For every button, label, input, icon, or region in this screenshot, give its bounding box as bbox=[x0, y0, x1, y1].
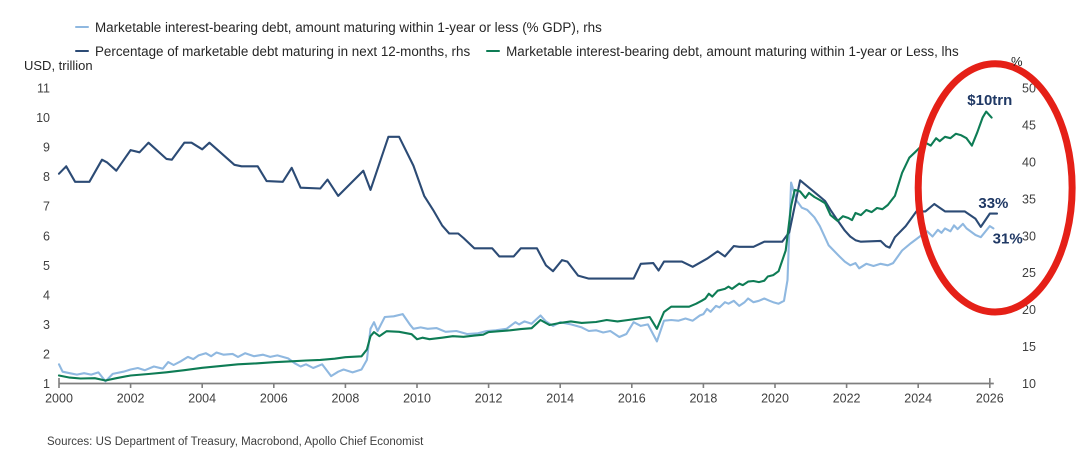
sources-note: Sources: US Department of Treasury, Macr… bbox=[47, 436, 424, 448]
chart-legend: Marketable interest-bearing debt, amount… bbox=[75, 16, 959, 64]
right-axis-title: % bbox=[1011, 54, 1023, 69]
x-tick-label: 2008 bbox=[331, 392, 359, 406]
left-axis-tick-label: 1 bbox=[43, 377, 50, 391]
x-tick-label: 2018 bbox=[689, 392, 717, 406]
x-tick-label: 2014 bbox=[546, 392, 574, 406]
series-line-2 bbox=[57, 110, 993, 382]
legend-label-amount-lhs: Marketable interest-bearing debt, amount… bbox=[506, 43, 959, 59]
highlight-ellipse bbox=[914, 60, 1076, 316]
left-axis-title: USD, trillion bbox=[24, 58, 93, 73]
annotation-1: 33% bbox=[978, 195, 1008, 212]
legend-item-pct-gdp: Marketable interest-bearing debt, amount… bbox=[75, 20, 602, 35]
legend-item-pct-maturing: Percentage of marketable debt maturing i… bbox=[75, 44, 470, 59]
series-line-0 bbox=[57, 181, 995, 383]
x-tick-label: 2000 bbox=[45, 392, 73, 406]
left-axis-tick-label: 6 bbox=[43, 229, 50, 243]
left-axis-tick-label: 10 bbox=[36, 111, 50, 125]
left-axis-tick-label: 5 bbox=[43, 259, 50, 273]
right-axis-tick-label: 10 bbox=[1022, 377, 1036, 391]
left-axis-tick-label: 8 bbox=[43, 170, 50, 184]
left-axis-tick-label: 7 bbox=[43, 200, 50, 214]
left-axis-tick-label: 9 bbox=[43, 141, 50, 155]
series-line-1 bbox=[57, 135, 999, 280]
legend-swatch-pct-maturing-icon bbox=[75, 49, 89, 53]
x-tick-label: 2020 bbox=[761, 392, 789, 406]
x-tick-label: 2010 bbox=[403, 392, 431, 406]
legend-row-2: Percentage of marketable debt maturing i… bbox=[75, 40, 959, 62]
left-axis-tick-label: 4 bbox=[43, 288, 50, 302]
right-axis-tick-label: 25 bbox=[1022, 266, 1036, 280]
legend-item-amount-lhs: Marketable interest-bearing debt, amount… bbox=[486, 44, 959, 59]
legend-swatch-pct-gdp-icon bbox=[75, 25, 89, 29]
right-axis-tick-label: 35 bbox=[1022, 192, 1036, 206]
right-axis-tick-label: 15 bbox=[1022, 340, 1036, 354]
x-tick-label: 2024 bbox=[904, 392, 932, 406]
legend-swatch-amount-lhs-icon bbox=[486, 49, 501, 53]
annotation-2: 31% bbox=[993, 231, 1023, 248]
x-tick-label: 2002 bbox=[117, 392, 145, 406]
right-axis-tick-label: 30 bbox=[1022, 229, 1036, 243]
x-tick-label: 2006 bbox=[260, 392, 288, 406]
left-axis-tick-label: 3 bbox=[43, 318, 50, 332]
x-tick-label: 2004 bbox=[188, 392, 216, 406]
left-axis-tick-label: 11 bbox=[37, 82, 50, 96]
right-axis-tick-label: 50 bbox=[1022, 82, 1036, 96]
x-tick-label: 2016 bbox=[618, 392, 646, 406]
right-axis-tick-label: 40 bbox=[1022, 155, 1036, 169]
left-axis-tick-label: 2 bbox=[43, 347, 50, 361]
x-tick-label: 2022 bbox=[833, 392, 861, 406]
legend-label-pct-gdp: Marketable interest-bearing debt, amount… bbox=[95, 19, 602, 35]
right-axis-tick-label: 45 bbox=[1022, 118, 1036, 132]
annotation-0: $10trn bbox=[967, 92, 1012, 109]
legend-label-pct-maturing: Percentage of marketable debt maturing i… bbox=[95, 43, 471, 59]
legend-row-1: Marketable interest-bearing debt, amount… bbox=[75, 16, 959, 38]
right-axis-tick-label: 20 bbox=[1022, 303, 1036, 317]
x-tick-label: 2012 bbox=[475, 392, 503, 406]
x-tick-label: 2026 bbox=[976, 392, 1004, 406]
